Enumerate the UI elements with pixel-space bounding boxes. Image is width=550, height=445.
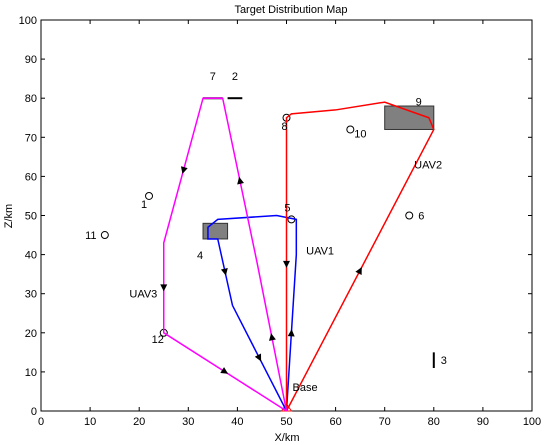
x-tick-label: 30	[182, 416, 194, 428]
target-label: 8	[281, 121, 287, 133]
base-label: Base	[293, 382, 318, 394]
target-label: 5	[284, 202, 290, 214]
target-labels: 1 5 6 8 10 11 12 4 9 2 3 7 Base UAV1 UAV2 UAV3	[85, 71, 447, 394]
y-axis-label: Z/km	[3, 204, 15, 228]
target-label: 2	[232, 71, 238, 83]
series-label: UAV3	[129, 289, 157, 301]
x-tick-label: 70	[379, 416, 391, 428]
x-axis-label: X/km	[274, 432, 299, 444]
y-tick-label: 50	[25, 211, 37, 223]
y-tick-label: 40	[25, 250, 37, 262]
x-tick-label: 90	[477, 416, 489, 428]
direction-arrow	[355, 267, 362, 275]
direction-arrow	[220, 367, 229, 374]
direction-arrow	[287, 329, 295, 337]
uav-path	[285, 101, 435, 412]
target-label: 7	[210, 71, 216, 83]
y-tick-label: 80	[25, 93, 37, 105]
y-tick-label: 90	[25, 54, 37, 66]
direction-arrow	[220, 268, 228, 276]
target-label: 6	[418, 211, 424, 223]
circle-target	[145, 191, 154, 200]
direction-arrow	[160, 284, 168, 292]
target-label: 11	[85, 230, 96, 242]
y-tick-label: 70	[25, 132, 37, 144]
target-label: 10	[354, 128, 366, 140]
axis-ticks: 0 10 20 30 40 50 60 70 80 90 100 0 10 20 30 40 50 60 70 80 9…	[19, 15, 542, 428]
x-tick-label: 50	[280, 416, 292, 428]
target-label: 4	[197, 250, 203, 262]
x-tick-label: 20	[133, 416, 145, 428]
x-tick-label: 100	[523, 416, 541, 428]
x-tick-label: 10	[84, 416, 96, 428]
y-tick-label: 10	[25, 367, 37, 379]
area-target	[384, 105, 435, 130]
direction-arrow	[283, 260, 290, 268]
circle-target	[405, 211, 414, 220]
direction-arrow	[180, 166, 188, 174]
uav-paths	[160, 97, 435, 412]
target-label: 12	[152, 334, 164, 346]
chart-title: Target Distribution Map	[234, 4, 347, 16]
target-label: 9	[416, 96, 422, 108]
area-target	[202, 222, 229, 240]
series-label: UAV2	[414, 160, 442, 172]
uav-path	[207, 214, 298, 412]
circle-target	[346, 125, 355, 134]
y-tick-label: 60	[25, 171, 37, 183]
x-tick-label: 40	[231, 416, 243, 428]
direction-arrow	[269, 333, 276, 341]
target-label: 3	[441, 355, 447, 367]
direction-arrow	[254, 353, 262, 362]
direction-arrow	[237, 176, 244, 185]
x-tick-label: 0	[38, 416, 44, 428]
y-tick-label: 30	[25, 289, 37, 301]
series-label: UAV1	[306, 246, 334, 258]
y-tick-label: 20	[25, 328, 37, 340]
x-tick-label: 80	[428, 416, 440, 428]
circle-target	[100, 231, 109, 240]
y-tick-label: 0	[31, 406, 37, 418]
target-label: 1	[141, 199, 147, 211]
x-tick-label: 60	[329, 416, 341, 428]
y-tick-label: 100	[19, 15, 37, 27]
uav-path	[163, 97, 288, 412]
